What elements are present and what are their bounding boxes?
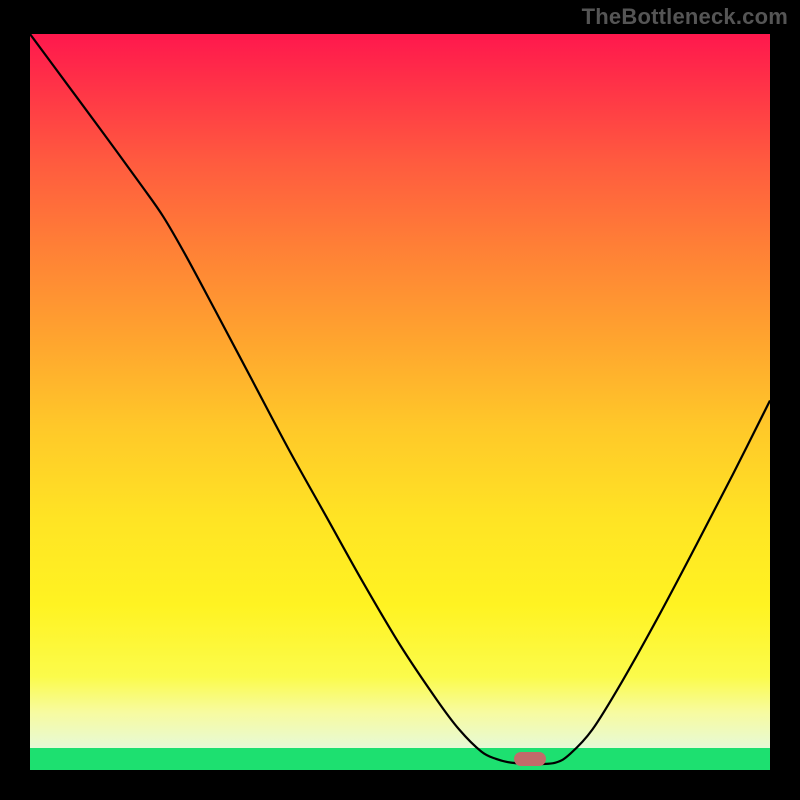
plot-area [30,34,770,770]
curve-line [30,34,770,770]
chart-frame: TheBottleneck.com [0,0,800,800]
highlight-marker [514,752,546,766]
attribution-text: TheBottleneck.com [582,4,788,30]
